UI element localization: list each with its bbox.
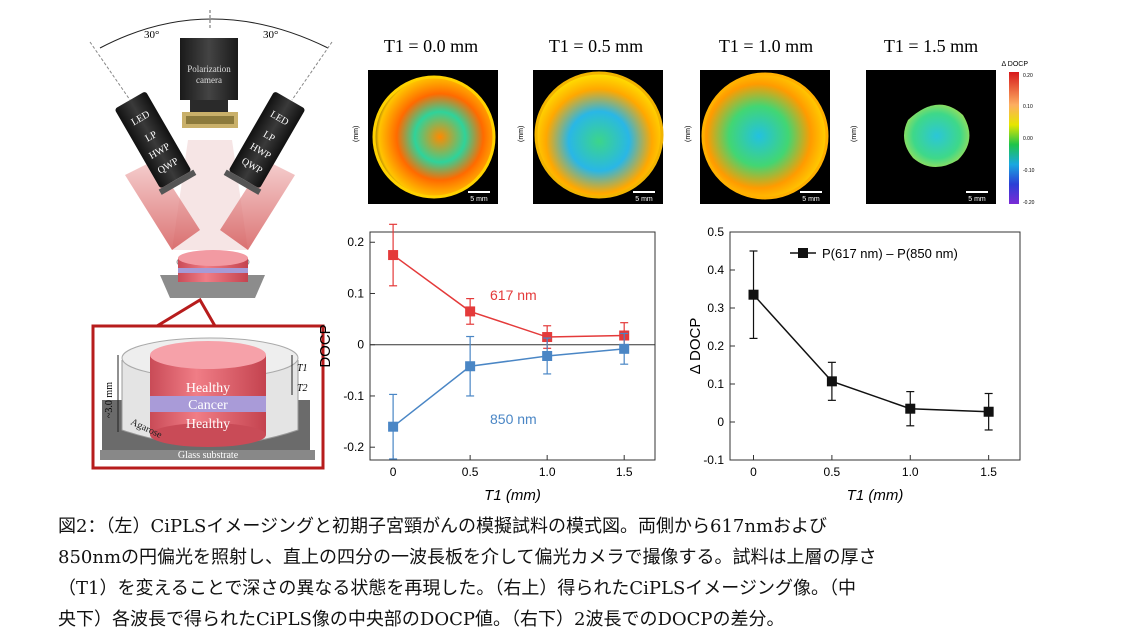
- x-axis-label: T1 (mm): [847, 487, 904, 504]
- x-tick-label: 1.0: [539, 465, 556, 479]
- imaging-panel: T1 = 0.0 mm (mm) 5 mm T1 = 0.5 mm (mm) 5…: [338, 30, 1038, 220]
- data-point: [983, 406, 994, 417]
- x-axis-label: T1 (mm): [484, 487, 541, 504]
- x-tick-label: 0.5: [824, 465, 841, 479]
- camera-label-1: Polarization: [187, 64, 231, 74]
- y-tick-label: 0: [717, 415, 724, 429]
- scale-bar-t0: 5 mm: [470, 196, 488, 203]
- left-lp-label: LP: [143, 129, 159, 145]
- figure-caption: 図2：（左）CiPLSイメージングと初期子宮頸がんの模擬試料の模式図。両側から6…: [58, 511, 1118, 635]
- x-tick-label: 1.5: [980, 465, 997, 479]
- right-led-assembly: LED LP HWP QWP: [223, 92, 305, 195]
- substrate-label: Glass substrate: [178, 450, 239, 461]
- docp-chart: 0.2 0.1 0 -0.1 -0.2 0 0.5 1.0 1.5 T1 (mm) DOCP 617 …: [317, 223, 656, 504]
- detailed-sample: Healthy Cancer Healthy ~3.0 mm T1 T2 Aga…: [100, 337, 315, 461]
- layer-mid-label: Cancer: [188, 398, 228, 413]
- left-beam: [125, 160, 200, 250]
- height-label: ~3.0 mm: [104, 382, 115, 418]
- layer-bottom-label: Healthy: [186, 417, 230, 432]
- image-title-t15: T1 = 1.5 mm: [884, 36, 978, 56]
- colorbar-tick-2: 0.00: [1023, 136, 1033, 142]
- plot-frame: [729, 231, 1021, 461]
- y-tick-label: 0.5: [707, 225, 724, 239]
- image-title-t05: T1 = 0.5 mm: [549, 36, 643, 56]
- left-led-assembly: LED LP HWP QWP: [115, 92, 197, 195]
- legend-marker: [798, 248, 808, 258]
- series-line: [392, 348, 625, 428]
- series-line: [752, 294, 989, 413]
- caption-line-3: （T1）を変えることで深さの異なる状態を再現した。（右上）得られたCiPLSイメ…: [58, 578, 856, 599]
- caption-line-1: 図2：（左）CiPLSイメージングと初期子宮頸がんの模擬試料の模式図。両側から6…: [58, 516, 828, 537]
- t2-label: T2: [297, 383, 308, 394]
- image-axis-t15: (mm): [851, 126, 858, 142]
- image-panel-t05: T1 = 0.5 mm (mm) 5 mm: [518, 36, 664, 204]
- data-point: [748, 289, 759, 300]
- image-title-t0: T1 = 0.0 mm: [384, 36, 478, 56]
- y-tick-label: 0: [357, 338, 364, 352]
- image-axis-t0: (mm): [353, 126, 360, 142]
- data-point: [465, 306, 476, 317]
- imaging-svg: T1 = 0.0 mm (mm) 5 mm T1 = 0.5 mm (mm) 5…: [353, 36, 1035, 206]
- data-point: [542, 332, 553, 343]
- data-point: [905, 403, 916, 414]
- x-tick-label: 0: [390, 465, 397, 479]
- data-point: [388, 250, 399, 261]
- x-tick-label: 0: [750, 465, 757, 479]
- angle-left-label: 30°: [144, 29, 159, 41]
- scale-bar-t05: 5 mm: [635, 196, 653, 203]
- colorbar-tick-4: -0.20: [1023, 200, 1035, 206]
- setup-schematic: 30° 30° Polarization camera LED LP HWP Q…: [89, 10, 333, 470]
- legend-label: P(617 nm) – P(850 nm): [822, 246, 958, 261]
- colorbar-tick-0: 0.20: [1023, 73, 1033, 79]
- right-lp-label: LP: [261, 129, 277, 145]
- x-tick-label: 0.5: [462, 465, 479, 479]
- colorbar-title: Δ DOCP: [1002, 61, 1029, 68]
- layer-top-label: Healthy: [186, 381, 230, 396]
- caption-line-4: 央下）各波長で得られたCiPLS像の中央部のDOCP値。（右下）2波長でのDOC…: [58, 609, 785, 630]
- y-tick-label: -0.1: [703, 453, 724, 467]
- series-line: [392, 254, 625, 338]
- data-point: [465, 361, 476, 372]
- image-axis-t05: (mm): [518, 126, 525, 142]
- plot-frame: [369, 231, 656, 461]
- series-label: 850 nm: [490, 411, 537, 427]
- right-beam: [220, 160, 295, 250]
- y-axis-label: Δ DOCP: [690, 318, 704, 375]
- data-point: [388, 421, 399, 432]
- caption-line-2: 850nmの円偏光を照射し、直上の四分の一波長板を介して偏光カメラで撮像する。試…: [58, 547, 877, 568]
- x-tick-label: 1.0: [902, 465, 919, 479]
- y-tick-label: -0.1: [343, 389, 364, 403]
- y-tick-label: 0.2: [707, 339, 724, 353]
- y-tick-label: 0.4: [707, 263, 724, 277]
- image-panel-t15: T1 = 1.5 mm (mm) 5 mm: [851, 36, 996, 204]
- data-point: [619, 343, 630, 354]
- data-point: [542, 350, 553, 361]
- x-tick-label: 1.5: [616, 465, 633, 479]
- series-label: 617 nm: [490, 287, 537, 303]
- delta-docp-chart: 0.5 0.4 0.3 0.2 0.1 0 -0.1 0 0.5 1.0 1.5 T1 (mm) Δ D…: [690, 225, 1021, 504]
- y-tick-label: 0.1: [707, 377, 724, 391]
- y-tick-label: 0.2: [347, 235, 364, 249]
- image-title-t10: T1 = 1.0 mm: [719, 36, 813, 56]
- t1-label: T1: [297, 363, 308, 374]
- scale-bar-t10: 5 mm: [802, 196, 820, 203]
- colorbar-tick-3: -0.10: [1023, 168, 1035, 174]
- small-sample: [160, 250, 265, 298]
- scale-bar-t15: 5 mm: [968, 196, 986, 203]
- y-tick-label: 0.3: [707, 301, 724, 315]
- y-tick-label: 0.1: [347, 286, 364, 300]
- colorbar: Δ DOCP 0.20 0.10 0.00 -0.10 -0.20: [1002, 61, 1035, 206]
- image-axis-t10: (mm): [685, 126, 692, 142]
- image-panel-t0: T1 = 0.0 mm (mm) 5 mm: [353, 36, 498, 204]
- angle-right-label: 30°: [263, 29, 278, 41]
- camera-label-2: camera: [196, 75, 222, 85]
- y-axis-label: DOCP: [317, 324, 334, 367]
- data-point: [826, 376, 837, 387]
- colorbar-tick-1: 0.10: [1023, 104, 1033, 110]
- angle-arc: 30° 30°: [89, 10, 333, 101]
- polarization-camera: Polarization camera: [180, 38, 238, 128]
- y-tick-label: -0.2: [343, 440, 364, 454]
- image-panel-t10: T1 = 1.0 mm (mm) 5 mm: [685, 36, 830, 204]
